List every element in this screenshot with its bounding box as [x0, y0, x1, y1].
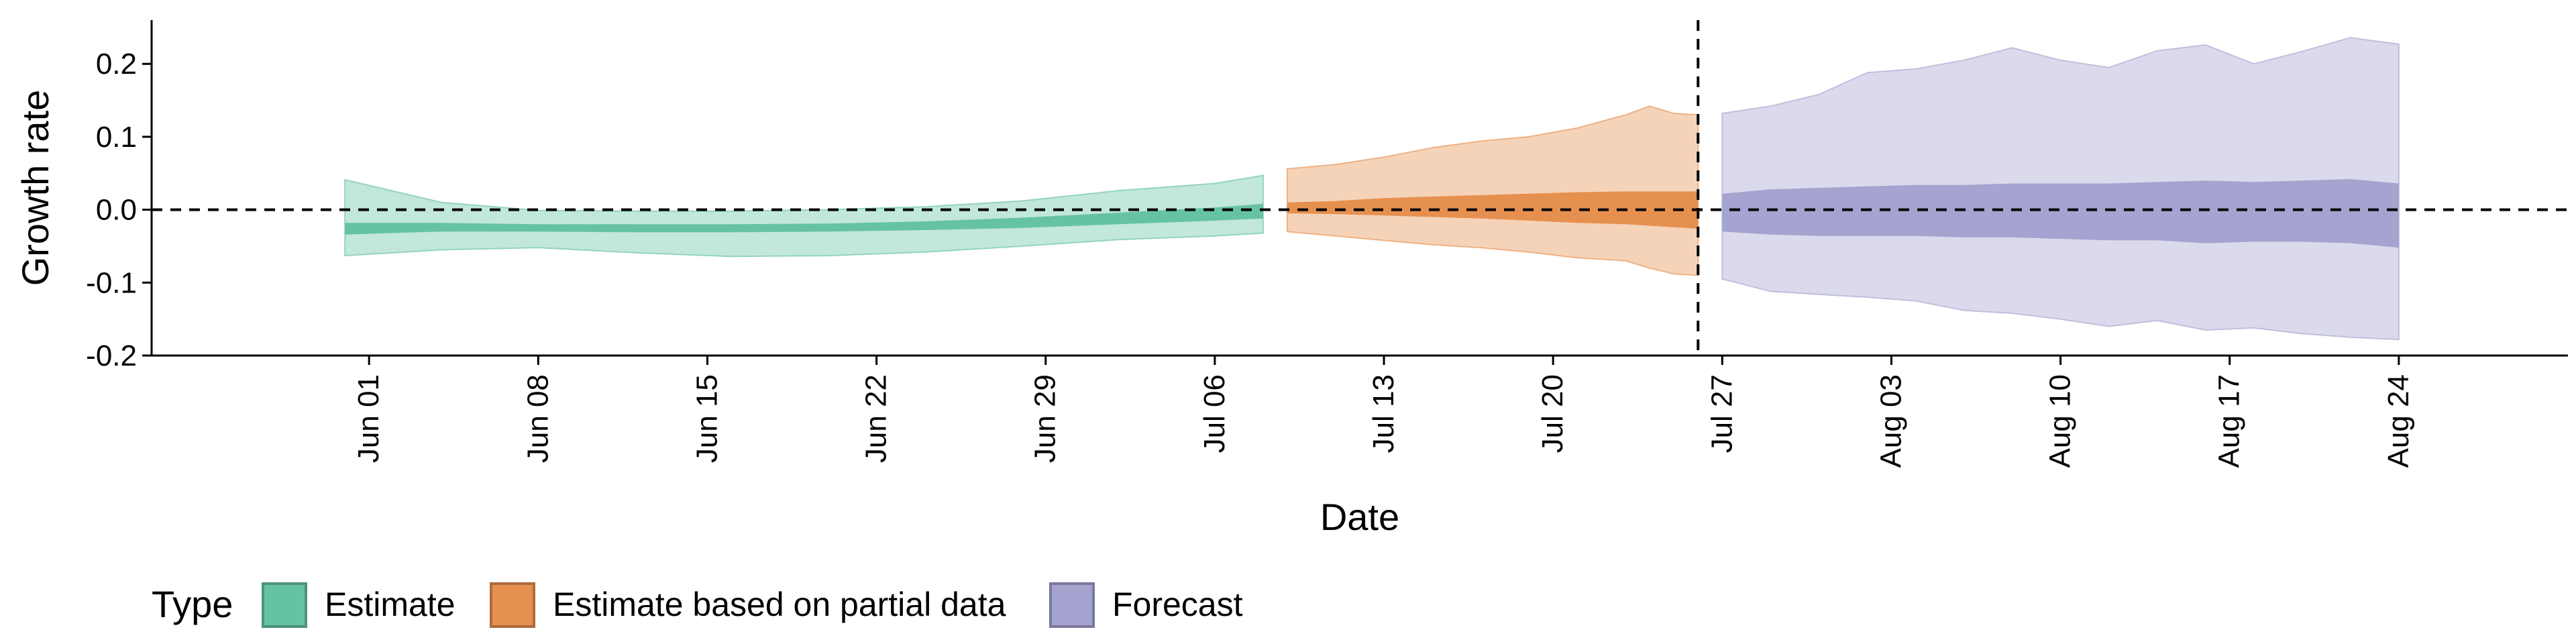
x-tick-label: Jul 20 — [1536, 374, 1569, 453]
legend-label-estimate: Estimate — [325, 586, 455, 623]
x-tick-label: Aug 24 — [2382, 374, 2415, 468]
x-tick-label: Jun 08 — [521, 374, 554, 463]
y-tick-label: 0.0 — [96, 194, 137, 227]
x-tick-label: Jul 27 — [1705, 374, 1738, 453]
x-tick-label: Jun 22 — [860, 374, 893, 463]
y-tick-label: -0.2 — [86, 339, 137, 372]
y-tick-label: -0.1 — [86, 266, 137, 299]
band-outer-estimate — [344, 174, 1264, 258]
y-tick-label: 0.2 — [96, 48, 137, 80]
y-tick-label: 0.1 — [96, 121, 137, 154]
band-inner-estimate — [345, 203, 1263, 235]
x-axis-title: Date — [1320, 496, 1399, 538]
x-tick-label: Jul 06 — [1198, 374, 1231, 453]
x-tick-label: Jun 29 — [1029, 374, 1062, 463]
axes: -0.2 -0.1 0.0 0.1 0.2 Jun 01 Jun 08 Jun 15 Jun 2… — [86, 20, 2568, 468]
legend: Type Estimate Estimate based on partial d… — [152, 582, 1243, 628]
x-tick-label: Aug 10 — [2044, 374, 2077, 468]
legend-swatch-estimate-based-on-partial-data — [490, 582, 535, 628]
legend-title: Type — [152, 583, 233, 625]
y-axis-title: Growth rate — [14, 90, 56, 286]
ribbon-layer — [344, 37, 2400, 341]
legend-label-estimate-based-on-partial-data: Estimate based on partial data — [553, 586, 1006, 623]
x-tick-label: Aug 17 — [2213, 374, 2246, 468]
band-outer-estimate-based-on-partial-data — [1286, 105, 1699, 276]
x-tick-label: Jun 15 — [690, 374, 723, 463]
legend-label-forecast: Forecast — [1112, 586, 1243, 623]
legend-swatch-forecast — [1049, 582, 1095, 628]
x-tick-label: Jul 13 — [1367, 374, 1400, 453]
reference-lines — [152, 20, 2568, 356]
band-inner-forecast — [1722, 179, 2399, 248]
x-tick-label: Aug 03 — [1874, 374, 1907, 468]
legend-swatch-estimate — [262, 582, 307, 628]
x-tick-label: Jun 01 — [352, 374, 385, 463]
